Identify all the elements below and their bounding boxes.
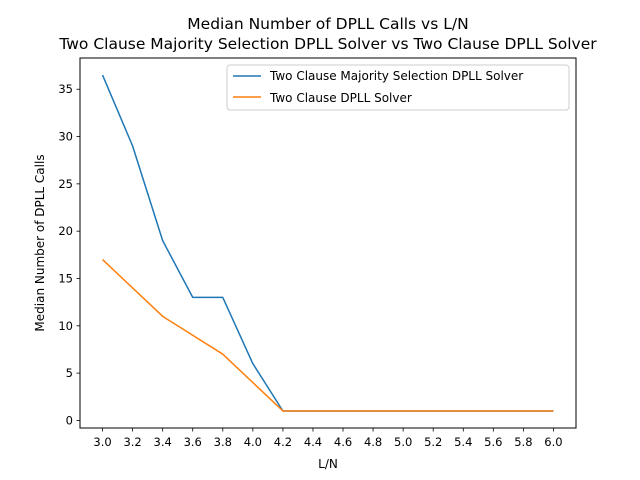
y-axis-label: Median Number of DPLL Calls (33, 154, 47, 331)
x-tick-label: 4.0 (244, 435, 262, 449)
y-axis: 0 5 10 15 20 25 30 35 (58, 82, 80, 427)
series-line-majority (101, 74, 554, 412)
legend-label-majority: Two Clause Majority Selection DPLL Solve… (269, 69, 523, 83)
chart-title: Median Number of DPLL Calls vs L/N (187, 15, 468, 33)
plot-frame (79, 57, 577, 429)
x-tick-label: 3.0 (93, 435, 111, 449)
x-tick-label: 4.2 (274, 435, 292, 449)
y-tick-label: 20 (58, 224, 73, 238)
y-tick-label: 35 (58, 82, 73, 96)
x-tick-label: 5.6 (484, 435, 502, 449)
y-tick-label: 30 (58, 130, 73, 144)
x-tick-label: 5.0 (394, 435, 412, 449)
legend: Two Clause Majority Selection DPLL Solve… (226, 64, 570, 111)
plot-series (101, 74, 554, 412)
x-tick-label: 3.2 (123, 435, 141, 449)
y-tick-label: 25 (58, 177, 73, 191)
y-tick-label: 10 (58, 319, 73, 333)
x-tick-label: 3.4 (154, 435, 172, 449)
x-tick-label: 4.6 (334, 435, 352, 449)
x-tick-label: 6.0 (544, 435, 562, 449)
x-axis-label: L/N (318, 457, 338, 471)
y-tick-label: 0 (66, 413, 73, 427)
legend-box (226, 64, 570, 111)
x-tick-label: 5.2 (424, 435, 442, 449)
series-line-two-clause (102, 259, 554, 412)
legend-label-two-clause: Two Clause DPLL Solver (269, 91, 412, 105)
y-tick-label: 15 (58, 271, 73, 285)
chart-subtitle: Two Clause Majority Selection DPLL Solve… (58, 35, 597, 53)
x-tick-label: 5.8 (514, 435, 532, 449)
x-tick-label: 3.8 (214, 435, 232, 449)
x-tick-label: 5.4 (454, 435, 472, 449)
x-tick-label: 4.4 (304, 435, 322, 449)
x-axis: 3.0 3.2 3.4 3.6 3.8 4.0 4.2 4.4 4.6 4.8 5.0 5.2 5.4 5… (93, 428, 563, 449)
y-tick-label: 5 (66, 366, 73, 380)
x-tick-label: 4.8 (364, 435, 382, 449)
x-tick-label: 3.6 (184, 435, 202, 449)
